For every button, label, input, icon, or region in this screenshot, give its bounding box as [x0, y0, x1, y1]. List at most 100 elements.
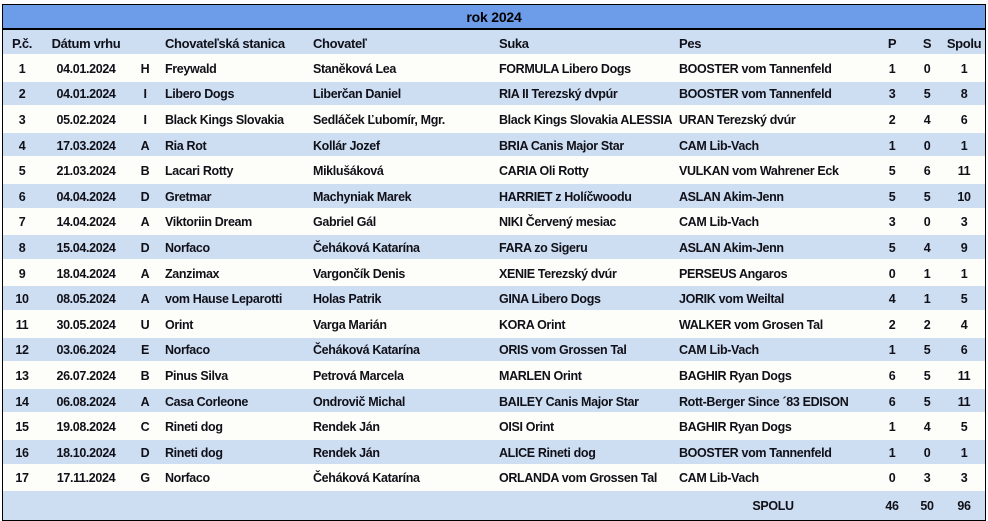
cell-litter-letter: I: [143, 87, 147, 102]
cell-males-count: 1: [888, 61, 896, 76]
cell-litter-date: 17.11.2024: [56, 471, 116, 486]
cell-total-count: 3: [960, 471, 968, 486]
table-row: 10 08.05.2024 A vom Hause Leparotti Hola…: [3, 286, 985, 312]
cell-dam: CARIA Oli Rotty: [499, 164, 589, 179]
cell-litter-date: 04.04.2024: [56, 189, 116, 204]
cell-breeder: Čeháková Katarína: [313, 471, 420, 486]
cell-sire: VULKAN vom Wahrener Eck: [679, 164, 839, 179]
cell-males-count: 3: [888, 215, 896, 230]
cell-number: 6: [18, 189, 26, 204]
cell-females-count: 6: [923, 164, 931, 179]
total-overall: 96: [957, 498, 971, 513]
cell-litter-date: 14.04.2024: [56, 215, 116, 230]
litters-table: rok 2024 P.č. Dátum vrhu Chovateľská sta…: [2, 4, 986, 521]
cell-litter-date: 05.02.2024: [56, 112, 116, 127]
cell-total-count: 4: [960, 317, 968, 332]
cell-females-count: 3: [923, 471, 931, 486]
cell-males-count: 1: [888, 343, 896, 358]
cell-breeder: Petrová Marcela: [313, 368, 404, 383]
cell-total-count: 1: [960, 138, 968, 153]
table-row: 16 18.10.2024 D Rineti dog Rendek Ján AL…: [3, 439, 985, 466]
cell-litter-letter: A: [140, 266, 150, 281]
cell-litter-letter: D: [140, 240, 150, 255]
cell-kennel: Casa Corleone: [165, 394, 248, 409]
total-label: SPOLU: [752, 498, 794, 513]
cell-females-count: 4: [923, 240, 931, 255]
table-row: 12 03.06.2024 E Norfaco Čeháková Katarín…: [3, 337, 985, 364]
cell-kennel: Orint: [165, 317, 194, 332]
cell-males-count: 4: [888, 292, 896, 307]
cell-kennel: Freywald: [165, 61, 217, 76]
cell-dam: XENIE Terezský dvúr: [499, 266, 617, 281]
cell-total-count: 1: [960, 61, 968, 76]
cell-litter-letter: H: [140, 61, 150, 76]
cell-breeder: Gabriel Gál: [313, 215, 376, 230]
cell-dam: GINA Libero Dogs: [499, 292, 601, 307]
cell-sire: WALKER vom Grosen Tal: [679, 317, 823, 332]
cell-females-count: 5: [923, 394, 931, 409]
cell-kennel: Zanzimax: [165, 266, 220, 281]
cell-males-count: 0: [888, 471, 896, 486]
cell-dam: Black Kings Slovakia ALESSIA: [499, 112, 673, 127]
table-row: 11 30.05.2024 U Orint Varga Marián KORA …: [3, 311, 985, 338]
total-males: 46: [885, 498, 899, 513]
cell-males-count: 1: [888, 420, 896, 435]
cell-females-count: 5: [923, 189, 931, 204]
cell-kennel: Norfaco: [165, 471, 210, 486]
cell-dam: RIA II Terezský dvpúr: [499, 87, 618, 102]
table-row: 17 17.11.2024 G Norfaco Čeháková Katarín…: [3, 465, 985, 492]
cell-sire: URAN Terezský dvúr: [679, 112, 796, 127]
cell-breeder: Kollár Jozef: [313, 138, 380, 153]
cell-number: 3: [18, 112, 26, 127]
table-row: 14 06.08.2024 A Casa Corleone Ondrovič M…: [3, 388, 985, 415]
cell-sire: ASLAN Akim-Jenn: [679, 240, 784, 255]
cell-females-count: 4: [923, 420, 931, 435]
cell-dam: MARLEN Orint: [499, 368, 582, 383]
cell-number: 9: [18, 266, 26, 281]
cell-litter-date: 03.06.2024: [56, 343, 116, 358]
cell-number: 10: [15, 292, 29, 307]
table-row: 2 04.01.2024 I Libero Dogs Liberčan Dani…: [3, 81, 985, 108]
cell-sire: CAM Lib-Vach: [679, 343, 759, 358]
cell-total-count: 3: [960, 215, 968, 230]
cell-sire: ASLAN Akim-Jenn: [679, 189, 784, 204]
cell-total-count: 6: [960, 112, 968, 127]
cell-litter-letter: B: [140, 164, 150, 179]
table-row: 4 17.03.2024 A Ria Rot Kollár Jozef BRIA…: [3, 132, 985, 159]
cell-sire: BAGHIR Ryan Dogs: [679, 368, 792, 383]
cell-total-count: 11: [957, 394, 971, 409]
cell-dam: KORA Orint: [499, 317, 566, 332]
cell-sire: JORIK vom Weiltal: [679, 292, 784, 307]
cell-males-count: 0: [888, 266, 896, 281]
cell-females-count: 5: [923, 87, 931, 102]
column-header-breeder: Chovateľ: [313, 35, 367, 51]
cell-dam: ORIS vom Grossen Tal: [499, 343, 627, 358]
cell-females-count: 5: [923, 368, 931, 383]
cell-number: 13: [15, 368, 29, 383]
table-title-band: rok 2024: [3, 5, 985, 30]
table-row: 7 14.04.2024 A Viktoriin Dream Gabriel G…: [3, 209, 985, 236]
column-header-number: P.č.: [11, 35, 33, 51]
cell-total-count: 10: [957, 189, 971, 204]
column-header-sire: Pes: [679, 35, 702, 51]
cell-females-count: 2: [923, 317, 931, 332]
cell-dam: ALICE Rineti dog: [499, 445, 596, 460]
table-title: rok 2024: [466, 8, 522, 25]
cell-litter-letter: G: [140, 471, 150, 486]
cell-breeder: Machyniak Marek: [313, 189, 412, 204]
cell-sire: BOOSTER vom Tannenfeld: [679, 87, 832, 102]
cell-number: 8: [18, 240, 26, 255]
table-body: 1 04.01.2024 H Freywald Staněková Lea FO…: [3, 56, 985, 492]
cell-litter-letter: D: [140, 445, 150, 460]
table-row: 5 21.03.2024 B Lacari Rotty Miklušáková …: [3, 158, 985, 184]
cell-breeder: Čeháková Katarína: [313, 343, 420, 358]
cell-litter-date: 04.01.2024: [56, 87, 116, 102]
cell-number: 2: [18, 87, 26, 102]
cell-kennel: Viktoriin Dream: [165, 215, 252, 230]
cell-litter-letter: E: [141, 343, 149, 358]
cell-number: 7: [18, 215, 26, 230]
cell-total-count: 5: [960, 292, 968, 307]
cell-breeder: Miklušáková: [313, 164, 384, 179]
cell-breeder: Rendek Ján: [313, 420, 380, 435]
cell-total-count: 9: [960, 240, 968, 255]
